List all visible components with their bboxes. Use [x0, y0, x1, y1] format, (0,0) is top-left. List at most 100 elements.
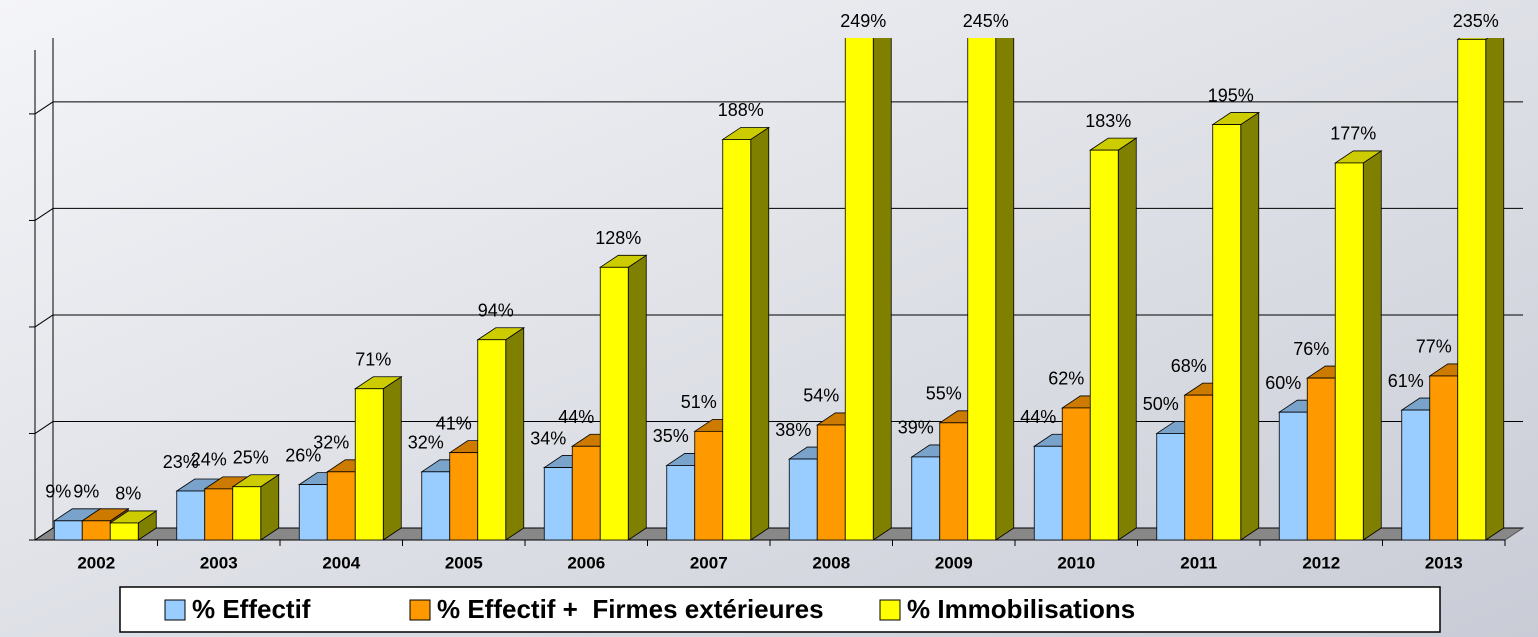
value-label: 54%: [803, 386, 839, 406]
x-tick-label: 2011: [1180, 553, 1217, 572]
x-tick-label: 2005: [445, 553, 483, 572]
x-tick-label: 2002: [77, 553, 115, 572]
bar-side: [382, 375, 402, 541]
x-tick-label: 2008: [812, 553, 850, 572]
value-label: 23%: [163, 452, 199, 472]
value-label: 195%: [1208, 85, 1254, 105]
value-label: 24%: [191, 450, 227, 470]
x-tick-label: 2007: [690, 553, 728, 572]
legend-label: % Immobilisations: [907, 594, 1135, 624]
bar-front: [449, 452, 479, 541]
bar-side: [872, 38, 892, 541]
legend: % Effectif % Effectif + Firmes extérieure…: [164, 594, 1135, 624]
value-label: 62%: [1048, 369, 1084, 389]
bar-front: [1184, 394, 1214, 541]
value-label: 34%: [530, 428, 566, 448]
x-tick-label: 2003: [200, 553, 238, 572]
grid-line-side: [34, 101, 54, 115]
bar-side: [505, 326, 525, 541]
bar: [844, 38, 892, 541]
value-label: 32%: [408, 433, 444, 453]
legend-swatch: [879, 599, 901, 621]
value-label: 128%: [595, 228, 641, 248]
bar-front: [1306, 377, 1336, 541]
bar-front: [298, 484, 328, 541]
bar-front: [939, 422, 969, 541]
bar-front: [1033, 445, 1063, 541]
bar-side: [1240, 111, 1260, 541]
bar-front: [1061, 407, 1091, 541]
bar-front: [1089, 149, 1119, 541]
value-label: 68%: [1171, 356, 1207, 376]
x-tick-label: 2006: [567, 553, 605, 572]
bar-side: [750, 126, 770, 541]
bar-side: [1117, 137, 1137, 541]
legend-swatch: [409, 599, 431, 621]
value-label: 60%: [1265, 373, 1301, 393]
legend-label: % Effectif: [192, 594, 311, 624]
bar-side: [627, 254, 647, 541]
x-tick-label: 2010: [1057, 553, 1095, 572]
value-label: 26%: [285, 445, 321, 465]
bar: [967, 38, 1015, 541]
bar-front: [232, 486, 262, 541]
value-label: 39%: [898, 418, 934, 438]
bar-front: [816, 424, 846, 541]
bar-front: [1401, 409, 1431, 541]
value-label: 41%: [436, 413, 472, 433]
bar-front: [1457, 38, 1487, 541]
value-label: 9%: [45, 482, 71, 502]
bar-side: [1485, 38, 1505, 541]
grid-line-side: [34, 314, 54, 328]
bar-front: [81, 520, 111, 541]
x-tick-label: 2013: [1425, 553, 1463, 572]
legend-swatch: [164, 599, 186, 621]
value-label: 32%: [313, 433, 349, 453]
bar: [1211, 111, 1261, 541]
grid-line-side: [34, 208, 54, 221]
bar: [1088, 137, 1138, 541]
bar-front: [694, 430, 724, 541]
bars: [52, 38, 1505, 541]
bar-front: [967, 38, 997, 541]
value-label: 44%: [1020, 407, 1056, 427]
bar-front: [1334, 162, 1364, 541]
value-label: 235%: [1453, 11, 1499, 31]
grid-line-side: [34, 527, 54, 541]
bar-front: [1156, 433, 1186, 541]
value-label: 76%: [1293, 339, 1329, 359]
value-label: 177%: [1330, 124, 1376, 144]
bar-side: [995, 38, 1015, 541]
value-label: 77%: [1416, 337, 1452, 357]
value-label: 44%: [558, 407, 594, 427]
bar: [353, 375, 403, 541]
bar-front: [326, 471, 356, 541]
bar: [1456, 38, 1505, 541]
bar-front: [109, 522, 139, 541]
bar: [108, 510, 158, 541]
bar-front: [844, 38, 874, 541]
bar: [231, 473, 281, 541]
value-label: 188%: [718, 100, 764, 120]
bar: [598, 254, 648, 541]
x-tick-label: 2004: [322, 553, 360, 572]
bar-front: [176, 490, 206, 541]
legend-box: [119, 586, 1441, 633]
bar-front: [1429, 375, 1459, 541]
bar-front: [1278, 411, 1308, 541]
bar: [721, 126, 771, 541]
value-label: 9%: [73, 482, 99, 502]
bar-front: [599, 266, 629, 541]
bar-front: [53, 520, 83, 541]
bar-front: [911, 456, 941, 541]
bar: [1333, 150, 1383, 541]
value-label: 71%: [355, 349, 391, 369]
bar-front: [204, 488, 234, 541]
value-label: 55%: [926, 384, 962, 404]
bar-front: [1212, 124, 1242, 541]
bar-front: [571, 445, 601, 541]
bar-front: [543, 467, 573, 541]
value-label: 25%: [233, 447, 269, 467]
